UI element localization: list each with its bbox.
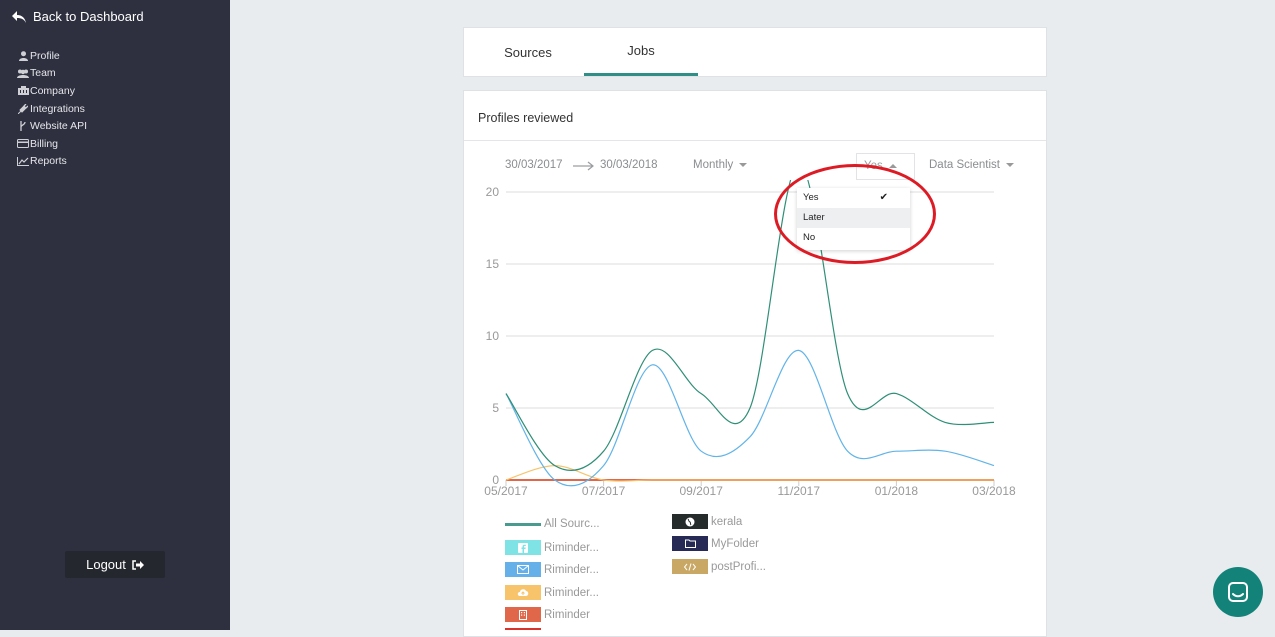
sidebar-item-integrations[interactable]: Integrations: [16, 100, 87, 118]
sidebar-item-label: Team: [30, 67, 56, 80]
logout-button[interactable]: Logout: [65, 551, 165, 578]
tabs-bar: Sources Jobs: [463, 27, 1047, 77]
legend-swatch-partial: [505, 628, 541, 630]
plug-icon: [16, 103, 30, 114]
sidebar-item-company[interactable]: Company: [16, 82, 87, 100]
y-tick-label: 5: [492, 401, 499, 415]
series-line: [505, 180, 995, 471]
envelope-icon: [505, 562, 541, 577]
highlight-annotation-circle: [774, 164, 936, 264]
line-chart-icon: [16, 156, 30, 166]
caret-up-icon: [888, 163, 897, 168]
card-title: Profiles reviewed: [478, 111, 574, 125]
sidebar-item-label: Billing: [30, 137, 59, 150]
users-icon: [16, 69, 30, 78]
divider: [464, 140, 1046, 141]
cloud-upload-icon: [505, 585, 541, 600]
x-tick-label: 03/2018: [972, 484, 1016, 498]
sidebar-item-reports[interactable]: Reports: [16, 153, 87, 171]
legend-item[interactable]: Riminder: [505, 607, 590, 622]
legend-item[interactable]: MyFolder: [672, 536, 759, 551]
x-tick-label: 11/2017: [778, 484, 821, 498]
back-to-dashboard-link[interactable]: Back to Dashboard: [12, 9, 144, 24]
building-icon: [505, 607, 541, 622]
legend-label: postProfi...: [711, 560, 766, 573]
period-value: Monthly: [693, 159, 734, 171]
sidebar: Back to Dashboard Profile Team Company I…: [0, 0, 230, 630]
sidebar-item-profile[interactable]: Profile: [16, 47, 87, 65]
legend-label: Riminder...: [544, 563, 599, 576]
legend-label: Riminder...: [544, 541, 599, 554]
legend-label: All Sourc...: [544, 518, 600, 530]
job-value: Data Scientist: [929, 159, 1000, 171]
user-icon: [16, 50, 30, 61]
y-tick-label: 15: [486, 257, 500, 271]
sign-out-icon: [132, 559, 144, 570]
profiles-line-chart: 0 5 10 15 20 05/2017 07/2017 09/2017 11/2017 01/2…: [484, 180, 1016, 498]
legend-item[interactable]: kerala: [672, 514, 742, 529]
logout-label: Logout: [86, 557, 126, 572]
caret-down-icon: [1005, 162, 1014, 167]
legend-label: Riminder: [544, 608, 591, 621]
building-icon: [16, 86, 30, 96]
sidebar-item-team[interactable]: Team: [16, 65, 87, 83]
code-icon: [672, 559, 708, 574]
globe-icon: [672, 514, 708, 529]
x-tick-label: 07/2017: [582, 484, 626, 498]
chat-icon: [1228, 582, 1248, 602]
chat-launcher-button[interactable]: [1213, 567, 1263, 617]
y-tick-label: 10: [486, 329, 500, 343]
series-line: [505, 464, 994, 482]
tab-sources[interactable]: Sources: [504, 44, 552, 60]
line-swatch: [505, 522, 541, 526]
x-tick-label: 09/2017: [680, 484, 724, 498]
series-line: [505, 349, 995, 487]
code-fork-icon: [16, 121, 30, 132]
y-tick-label: 0: [492, 473, 499, 487]
legend-item[interactable]: Riminder...: [505, 562, 599, 577]
tab-jobs[interactable]: Jobs: [584, 28, 698, 76]
sidebar-nav: Profile Team Company Integrations Websit…: [16, 47, 87, 170]
period-select[interactable]: Monthly: [693, 159, 748, 171]
legend-item[interactable]: Riminder...: [505, 540, 599, 555]
date-to-field[interactable]: 30/03/2018: [600, 159, 658, 171]
credit-card-icon: [16, 139, 30, 149]
y-tick-label: 20: [486, 185, 500, 199]
sidebar-item-website-api[interactable]: Website API: [16, 117, 87, 135]
legend-label: Riminder...: [544, 586, 599, 599]
folder-icon: [672, 536, 708, 551]
sidebar-item-label: Reports: [30, 155, 67, 168]
legend-label: MyFolder: [711, 537, 759, 550]
arrow-right-icon: [573, 161, 594, 171]
sidebar-item-label: Company: [30, 84, 75, 97]
legend-item[interactable]: All Sourc...: [505, 518, 600, 530]
caret-down-icon: [739, 162, 748, 167]
legend-item[interactable]: postProfi...: [672, 559, 766, 574]
reply-arrow-icon: [12, 10, 26, 23]
sidebar-item-billing[interactable]: Billing: [16, 135, 87, 153]
back-to-dashboard-label: Back to Dashboard: [33, 9, 144, 24]
facebook-icon: [505, 540, 541, 555]
date-from-field[interactable]: 30/03/2017: [505, 159, 563, 171]
job-select[interactable]: Data Scientist: [929, 159, 1014, 171]
x-tick-label: 01/2018: [875, 484, 919, 498]
legend-item[interactable]: Riminder...: [505, 585, 599, 600]
sidebar-item-label: Profile: [30, 49, 60, 62]
sidebar-item-label: Integrations: [30, 102, 85, 115]
legend-label: kerala: [711, 515, 743, 528]
x-tick-label: 05/2017: [484, 484, 528, 498]
profiles-reviewed-card: Profiles reviewed: [463, 90, 1047, 637]
sidebar-item-label: Website API: [30, 120, 88, 133]
